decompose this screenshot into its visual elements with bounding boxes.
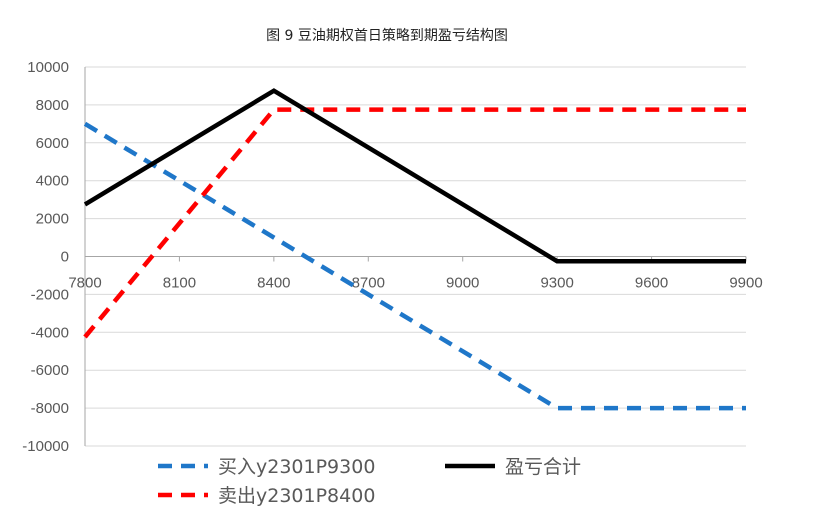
y-tick-label: 4000 [36, 173, 69, 190]
legend: 买入y2301P9300 卖出y2301P8400 盈亏合计 [158, 456, 581, 507]
x-tick-label: 7800 [68, 275, 101, 292]
x-tick-label: 8100 [163, 275, 196, 292]
y-tick-label: 0 [61, 249, 69, 266]
y-tick-label: -6000 [31, 362, 69, 379]
y-tick-label: 2000 [36, 211, 69, 228]
legend-label-1: 卖出y2301P8400 [218, 485, 375, 507]
legend-label-2: 盈亏合计 [505, 456, 581, 478]
y-tick-labels: 10000 8000 6000 4000 2000 0 -2000 -4000 -6000 -80… [22, 59, 69, 455]
x-tick-labels: 7800 8100 8400 8700 9000 9300 9600 9900 [68, 275, 762, 292]
y-tick-label: -4000 [31, 324, 69, 341]
grid [85, 66, 746, 447]
chart-title: 图 9 豆油期权首日策略到期盈亏结构图 [266, 27, 508, 44]
y-tick-label: -2000 [31, 286, 69, 303]
series [83, 88, 746, 411]
axes [84, 67, 747, 446]
y-tick-label: 8000 [36, 97, 69, 114]
x-tick-label: 9900 [729, 275, 762, 292]
y-tick-label: -10000 [22, 438, 69, 455]
y-tick-label: 10000 [27, 59, 69, 76]
series-line-2 [83, 88, 746, 264]
x-tick-label: 9300 [540, 275, 573, 292]
y-tick-label: 6000 [36, 135, 69, 152]
x-tick-label: 8700 [352, 275, 385, 292]
y-tick-label: -8000 [31, 400, 69, 417]
x-tick-label: 9000 [446, 275, 479, 292]
x-tick-label: 8400 [257, 275, 290, 292]
series-line-1 [83, 107, 746, 339]
x-tick-label: 9600 [635, 275, 668, 292]
legend-label-0: 买入y2301P9300 [218, 456, 375, 478]
series-line-0 [83, 121, 746, 411]
